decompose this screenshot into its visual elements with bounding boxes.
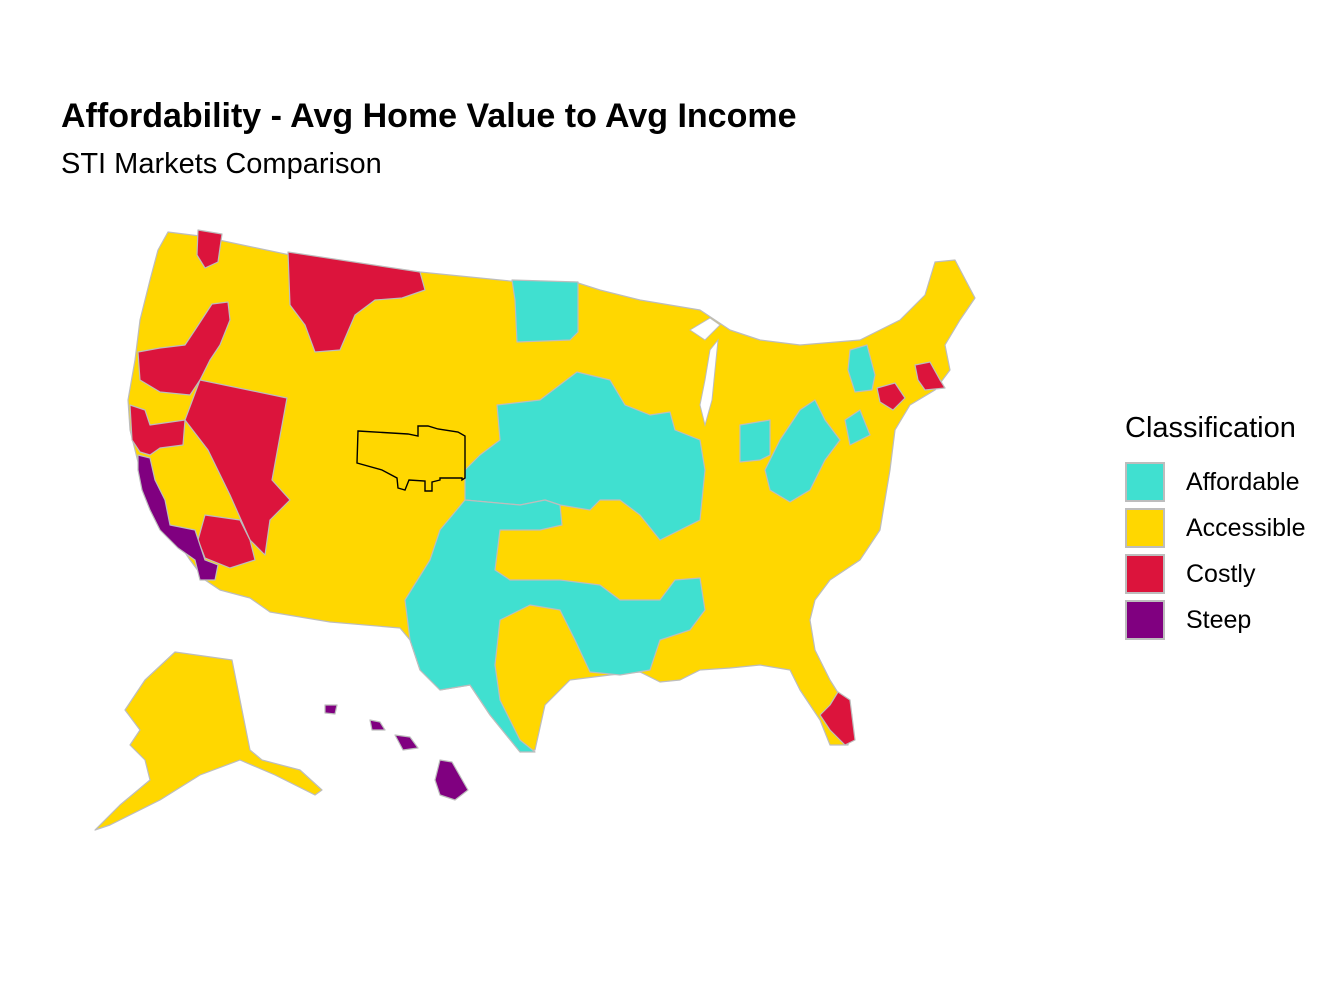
legend-item-affordable: Affordable: [1125, 459, 1306, 505]
map-region-affordable-ohio-valley: [739, 399, 871, 503]
highlighted-region-outline: [356, 425, 466, 492]
legend-item-steep: Steep: [1125, 597, 1306, 643]
legend-item-costly: Costly: [1125, 551, 1306, 597]
map-region-costly-montana: [287, 251, 426, 353]
legend-swatch-costly: [1125, 554, 1165, 594]
map-region-costly-massachusetts: [914, 361, 946, 391]
map-region-costly-connecticut-nyc: [876, 382, 906, 411]
map-region-steep-coastal-california: [137, 454, 219, 581]
map-region-accessible-alaska: [94, 651, 323, 831]
legend-swatch-affordable: [1125, 462, 1165, 502]
legend-swatch-steep: [1125, 600, 1165, 640]
map-region-affordable-south-central: [404, 499, 706, 753]
map-region-steep-hawaii: [324, 704, 469, 801]
map-region-affordable-upstate-ny: [847, 344, 876, 393]
map-region-costly-norcal: [129, 404, 186, 456]
chart-title: Affordability - Avg Home Value to Avg In…: [61, 97, 797, 135]
legend: Classification Affordable Accessible Cos…: [1125, 412, 1306, 643]
legend-label: Costly: [1186, 559, 1256, 588]
legend-label: Accessible: [1186, 513, 1306, 542]
legend-title: Classification: [1125, 412, 1296, 444]
map-region-costly-south-florida: [819, 691, 856, 746]
legend-label: Steep: [1186, 605, 1252, 634]
map-region-costly-seattle: [196, 229, 223, 269]
legend-swatch-accessible: [1125, 508, 1165, 548]
map-region-costly-oregon: [137, 301, 231, 396]
legend-label: Affordable: [1186, 467, 1300, 496]
legend-item-accessible: Accessible: [1125, 505, 1306, 551]
chart-subtitle: STI Markets Comparison: [61, 148, 382, 180]
map-region-affordable-north-dakota: [511, 279, 579, 343]
map-region-costly-nevada: [184, 379, 291, 556]
great-lakes-cutout: [689, 317, 721, 427]
